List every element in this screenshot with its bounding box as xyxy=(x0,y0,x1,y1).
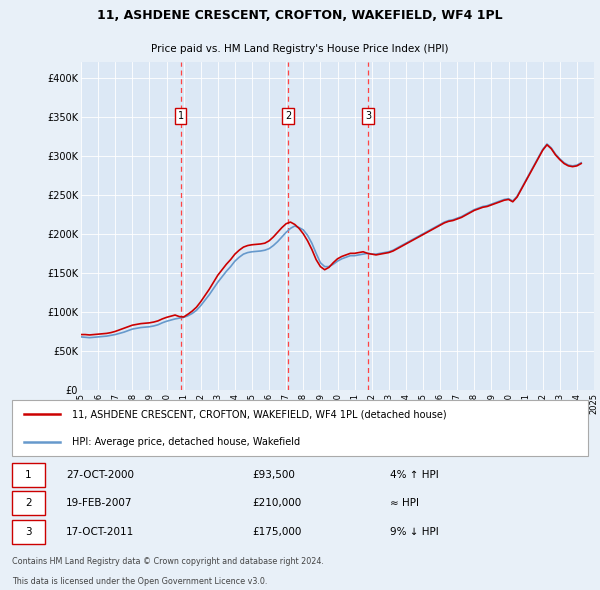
Text: 3: 3 xyxy=(365,111,371,121)
Text: Price paid vs. HM Land Registry's House Price Index (HPI): Price paid vs. HM Land Registry's House … xyxy=(151,44,449,54)
Text: 4% ↑ HPI: 4% ↑ HPI xyxy=(390,470,439,480)
Text: 11, ASHDENE CRESCENT, CROFTON, WAKEFIELD, WF4 1PL: 11, ASHDENE CRESCENT, CROFTON, WAKEFIELD… xyxy=(97,9,503,22)
Text: £93,500: £93,500 xyxy=(252,470,295,480)
Text: £210,000: £210,000 xyxy=(252,499,301,508)
Text: This data is licensed under the Open Government Licence v3.0.: This data is licensed under the Open Gov… xyxy=(12,578,268,586)
Text: 3: 3 xyxy=(25,527,32,537)
Text: 17-OCT-2011: 17-OCT-2011 xyxy=(66,527,134,537)
Text: 9% ↓ HPI: 9% ↓ HPI xyxy=(390,527,439,537)
Text: 19-FEB-2007: 19-FEB-2007 xyxy=(66,499,133,508)
Text: HPI: Average price, detached house, Wakefield: HPI: Average price, detached house, Wake… xyxy=(72,437,300,447)
FancyBboxPatch shape xyxy=(12,520,45,544)
FancyBboxPatch shape xyxy=(12,463,45,487)
Text: ≈ HPI: ≈ HPI xyxy=(390,499,419,508)
Text: 2: 2 xyxy=(285,111,292,121)
Text: £175,000: £175,000 xyxy=(252,527,301,537)
Text: 1: 1 xyxy=(25,470,32,480)
Text: 1: 1 xyxy=(178,111,184,121)
FancyBboxPatch shape xyxy=(12,491,45,515)
Text: 11, ASHDENE CRESCENT, CROFTON, WAKEFIELD, WF4 1PL (detached house): 11, ASHDENE CRESCENT, CROFTON, WAKEFIELD… xyxy=(72,409,446,419)
Text: 2: 2 xyxy=(25,499,32,508)
Text: Contains HM Land Registry data © Crown copyright and database right 2024.: Contains HM Land Registry data © Crown c… xyxy=(12,557,324,566)
FancyBboxPatch shape xyxy=(12,401,588,455)
Text: 27-OCT-2000: 27-OCT-2000 xyxy=(66,470,134,480)
